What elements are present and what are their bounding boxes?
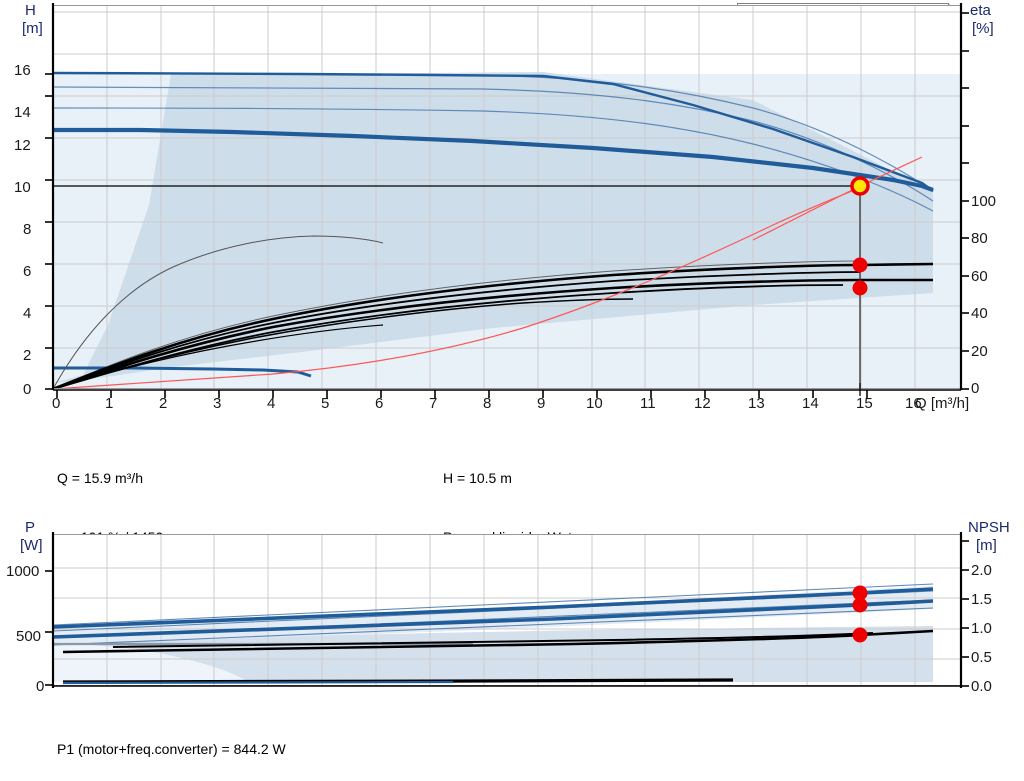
npsh-tick-05: 0.5 [971,649,992,666]
envelope-main [53,72,933,383]
eta-tick-100: 100 [971,193,997,210]
eta-tick-0: 0 [971,380,980,397]
lower-y-axis-name: P [25,519,36,536]
q-tick-3: 3 [213,395,222,412]
q-tick-5: 5 [321,395,330,412]
p-tick-0: 0 [36,678,45,695]
q-tick-8: 8 [483,395,492,412]
q-tick-12: 12 [694,395,711,412]
npsh-tick-00: 0.0 [971,678,992,695]
h-tick-16: 16 [14,62,31,79]
npsh-curve-family [62,629,934,654]
upper-grid-vertical [106,5,916,389]
q-tick-6: 6 [375,395,384,412]
info-right-line-0: H = 10.5 m [443,470,512,486]
curve-p1 [53,587,934,629]
upper-grid-horizontal [53,11,961,349]
system-curve-tail [752,185,861,241]
q-tick-2: 2 [159,395,168,412]
eta-tick-40: 40 [971,305,988,322]
h-tick-14: 14 [14,104,31,121]
p2-marker [852,597,868,613]
q-tick-14: 14 [802,395,819,412]
h-tick-10: 10 [14,179,31,196]
upper-y-axis-name: H [25,2,36,19]
curve-p2 [53,599,934,639]
info-left-line-0: Q = 15.9 m³/h [57,470,143,486]
npsh-marker [852,627,868,643]
lower-grid-horizontal [53,567,961,660]
eta-total-marker [852,280,868,296]
q-tick-15: 15 [856,395,873,412]
h-tick-2: 2 [23,347,32,364]
q-tick-4: 4 [267,395,276,412]
h-tick-8: 8 [23,221,32,238]
eta-curve-family [53,260,934,389]
q-tick-16: 16 [905,395,922,412]
curve-100-percent [53,127,934,192]
p1-marker [852,585,868,601]
q-tick-10: 10 [586,395,603,412]
npsh-tick-10: 1.0 [971,620,992,637]
npsh-tick-20: 2.0 [971,562,992,579]
lower-y-axis-unit: [W] [20,537,43,554]
upper-y2-axis-unit: [%] [972,20,994,37]
lower-envelope-light [53,644,248,682]
lower-plot-canvas [53,534,961,686]
upper-plot-canvas [53,5,961,389]
info-bottom-block: P1 (motor+freq.converter) = 844.2 W P2 =… [57,701,286,781]
h-tick-12: 12 [14,137,31,154]
eta-tick-80: 80 [971,230,988,247]
duty-point-marker[interactable] [850,176,870,196]
lower-y2-axis-name: NPSH [968,519,1010,536]
lower-grid-vertical [106,534,916,686]
q-tick-0: 0 [52,395,61,412]
npsh-thin-curve [53,235,384,389]
q-tick-7: 7 [429,395,438,412]
curve-110-percent [53,71,934,192]
q-tick-11: 11 [640,395,656,412]
q-tick-13: 13 [748,395,765,412]
p-tick-500: 500 [16,628,42,645]
upper-y-axis-unit: [m] [22,20,43,37]
npsh-tick-15: 1.5 [971,591,992,608]
h-tick-6: 6 [23,263,32,280]
upper-y2-axis-name: eta [970,2,991,19]
h-tick-0: 0 [23,381,32,398]
upper-x-axis-name: Q [m³/h] [915,395,970,412]
q-tick-1: 1 [105,395,114,412]
lower-y2-axis-unit: [m] [976,537,997,554]
lower-baseline-curve-blue [62,680,454,685]
h-tick-4: 4 [23,305,32,322]
eta-pump-marker [852,257,868,273]
eta-tick-20: 20 [971,343,988,360]
eta-tick-60: 60 [971,268,988,285]
system-curve [53,156,923,389]
q-tick-9: 9 [537,395,546,412]
info-bottom-line-0: P1 (motor+freq.converter) = 844.2 W [57,741,286,757]
p-tick-1000: 1000 [6,563,40,580]
